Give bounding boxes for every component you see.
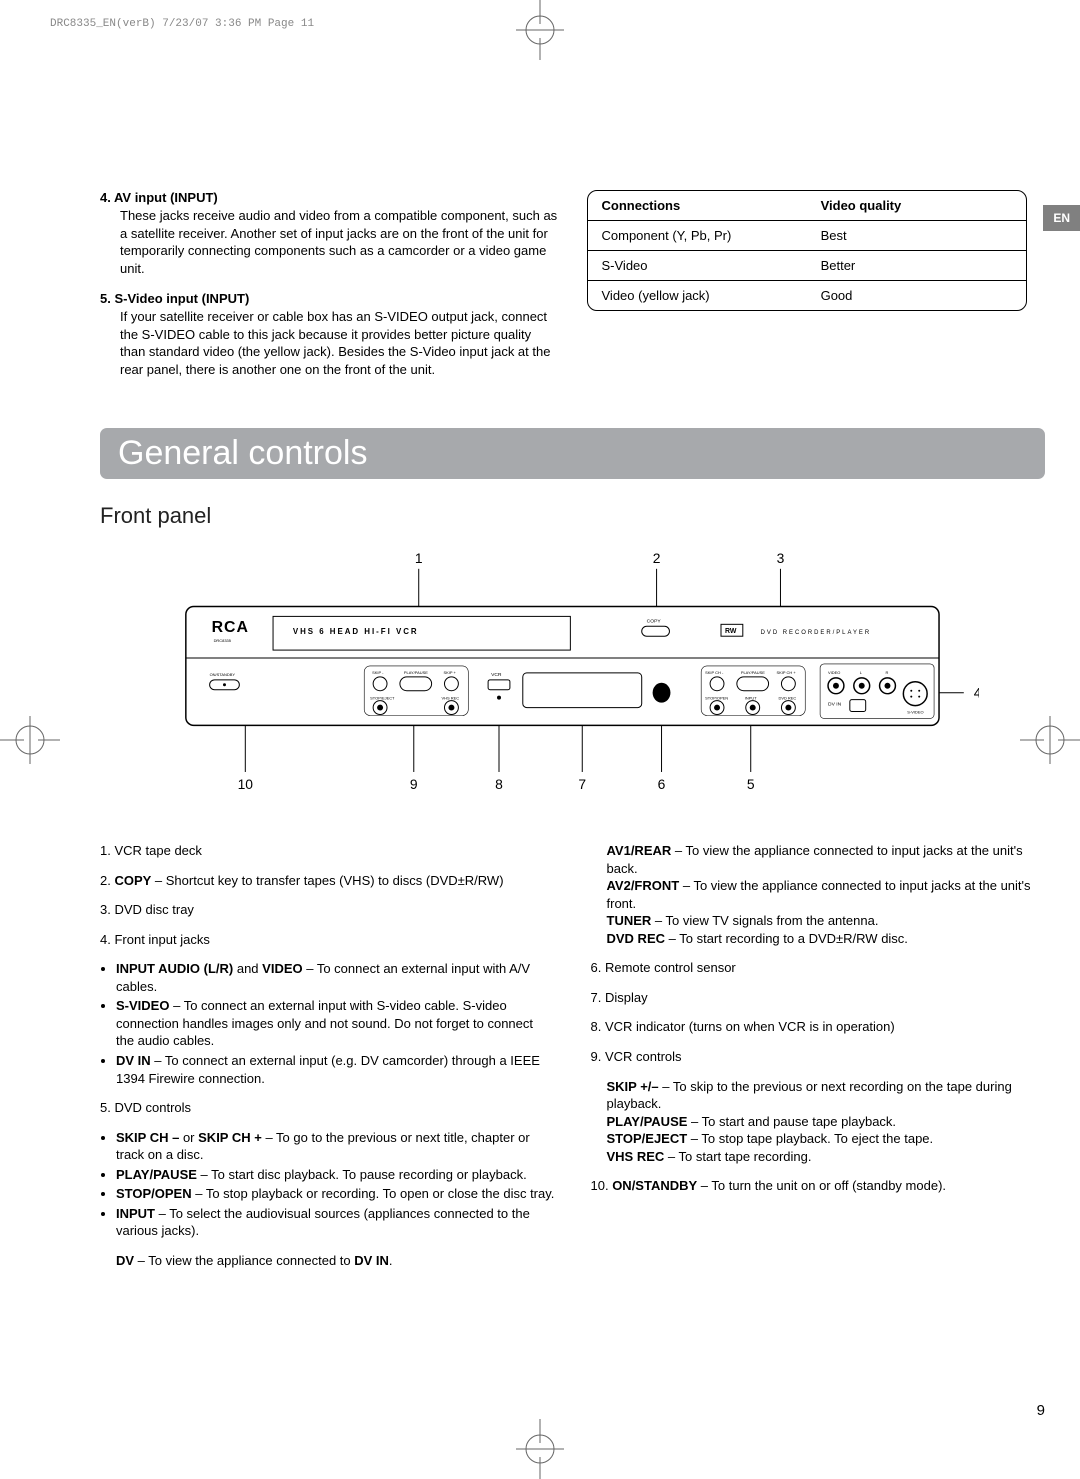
svg-text:3: 3 xyxy=(777,550,785,566)
crop-mark-left xyxy=(0,710,60,770)
header-slug: DRC8335_EN(verB) 7/23/07 3:36 PM Page 11 xyxy=(50,18,314,30)
svg-text:SKIP CH +: SKIP CH + xyxy=(777,670,797,675)
svg-text:ON/STANDBY: ON/STANDBY xyxy=(210,672,236,677)
section-title: General controls xyxy=(118,434,1027,473)
svg-text:SKIP -: SKIP - xyxy=(372,670,384,675)
list-item: 3. DVD disc tray xyxy=(100,901,555,919)
svg-text:PLAY/PAUSE: PLAY/PAUSE xyxy=(404,670,428,675)
bottom-right-col: AV1/REAR – To view the appliance connect… xyxy=(591,842,1046,1281)
svg-text:PLAY/PAUSE: PLAY/PAUSE xyxy=(741,670,765,675)
top-right-col: Connections Video quality Component (Y, … xyxy=(587,190,1046,392)
subhead: Front panel xyxy=(100,503,1045,529)
list-item: 1. VCR tape deck xyxy=(100,842,555,860)
list-item: DV IN – To connect an external input (e.… xyxy=(116,1052,555,1087)
front-panel-diagram: 1 2 3 RCA DRC8335 VHS 6 HEAD HI-FI VCR C… xyxy=(166,549,979,812)
svg-text:COPY: COPY xyxy=(647,619,662,625)
indent-block: AV1/REAR – To view the appliance connect… xyxy=(591,842,1046,947)
bullet-list: INPUT AUDIO (L/R) and VIDEO – To connect… xyxy=(100,960,555,1087)
svg-text:STOP/EJECT: STOP/EJECT xyxy=(370,696,395,701)
list-item: 7. Display xyxy=(591,989,1046,1007)
svg-text:VIDEO: VIDEO xyxy=(828,670,840,675)
item-5-title: 5. S-Video input (INPUT) xyxy=(100,291,559,306)
crop-mark-top xyxy=(510,0,570,60)
svg-text:SKIP CH -: SKIP CH - xyxy=(705,670,724,675)
list-item: 8. VCR indicator (turns on when VCR is i… xyxy=(591,1018,1046,1036)
list-item: INPUT – To select the audiovisual source… xyxy=(116,1205,555,1240)
table-row: S-Video Better xyxy=(588,251,1026,281)
table-header: Connections xyxy=(588,191,807,220)
top-columns: 4. AV input (INPUT) These jacks receive … xyxy=(100,190,1045,392)
svg-text:10: 10 xyxy=(238,776,254,792)
list-item: 5. DVD controls xyxy=(100,1099,555,1117)
svg-text:INPUT: INPUT xyxy=(745,696,757,701)
list-item: 2. COPY – Shortcut key to transfer tapes… xyxy=(100,872,555,890)
table-cell: Best xyxy=(807,221,1026,250)
indent-block: SKIP +/– – To skip to the previous or ne… xyxy=(591,1078,1046,1166)
item-4-title: 4. AV input (INPUT) xyxy=(100,190,559,205)
list-item: TUNER – To view TV signals from the ante… xyxy=(607,912,1046,930)
svg-text:DVD REC: DVD REC xyxy=(779,696,797,701)
crop-mark-bottom xyxy=(510,1419,570,1479)
list-item: STOP/OPEN – To stop playback or recordin… xyxy=(116,1185,555,1203)
list-item: AV2/FRONT – To view the appliance connec… xyxy=(607,877,1046,912)
svg-text:5: 5 xyxy=(747,776,755,792)
top-left-col: 4. AV input (INPUT) These jacks receive … xyxy=(100,190,559,392)
list-item: STOP/EJECT – To stop tape playback. To e… xyxy=(607,1130,1046,1148)
indent-block: DV – To view the appliance connected to … xyxy=(100,1252,555,1270)
list-item: S-VIDEO – To connect an external input w… xyxy=(116,997,555,1050)
page-number: 9 xyxy=(1037,1402,1045,1419)
table-cell: Component (Y, Pb, Pr) xyxy=(588,221,807,250)
list-item: DV – To view the appliance connected to … xyxy=(116,1252,555,1270)
connections-table: Connections Video quality Component (Y, … xyxy=(587,190,1027,311)
svg-text:DRC8335: DRC8335 xyxy=(214,639,232,644)
bottom-left-col: 1. VCR tape deck 2. COPY – Shortcut key t… xyxy=(100,842,555,1281)
list-item: 4. Front input jacks xyxy=(100,931,555,949)
bullet-list: SKIP CH – or SKIP CH + – To go to the pr… xyxy=(100,1129,555,1240)
svg-text:SKIP +: SKIP + xyxy=(444,670,457,675)
item-4-body: These jacks receive audio and video from… xyxy=(100,207,559,277)
svg-text:DVD RECORDER/PLAYER: DVD RECORDER/PLAYER xyxy=(761,631,871,637)
svg-text:4: 4 xyxy=(974,685,979,701)
table-header: Video quality xyxy=(807,191,1026,220)
svg-text:7: 7 xyxy=(579,776,587,792)
bottom-columns: 1. VCR tape deck 2. COPY – Shortcut key t… xyxy=(100,842,1045,1281)
table-cell: S-Video xyxy=(588,251,807,280)
table-cell: Good xyxy=(807,281,1026,310)
list-item: 6. Remote control sensor xyxy=(591,959,1046,977)
svg-text:RCA: RCA xyxy=(212,620,249,637)
language-tab: EN xyxy=(1043,205,1080,231)
table-row: Connections Video quality xyxy=(588,191,1026,221)
table-row: Component (Y, Pb, Pr) Best xyxy=(588,221,1026,251)
svg-text:1: 1 xyxy=(415,550,423,566)
list-item: 10. ON/STANDBY – To turn the unit on or … xyxy=(591,1177,1046,1195)
svg-text:STOP/OPEN: STOP/OPEN xyxy=(705,696,728,701)
svg-text:9: 9 xyxy=(410,776,418,792)
item-5-body: If your satellite receiver or cable box … xyxy=(100,308,559,378)
list-item: SKIP CH – or SKIP CH + – To go to the pr… xyxy=(116,1129,555,1164)
svg-text:8: 8 xyxy=(495,776,503,792)
svg-text:R: R xyxy=(886,670,889,675)
list-item: AV1/REAR – To view the appliance connect… xyxy=(607,842,1046,877)
list-item: PLAY/PAUSE – To start disc playback. To … xyxy=(116,1166,555,1184)
list-item: SKIP +/– – To skip to the previous or ne… xyxy=(607,1078,1046,1113)
section-banner: General controls xyxy=(100,428,1045,479)
svg-text:2: 2 xyxy=(653,550,661,566)
list-item: INPUT AUDIO (L/R) and VIDEO – To connect… xyxy=(116,960,555,995)
svg-text:S-VIDEO: S-VIDEO xyxy=(907,710,923,715)
table-cell: Video (yellow jack) xyxy=(588,281,807,310)
svg-text:VHS REC: VHS REC xyxy=(442,696,460,701)
list-item: DVD REC – To start recording to a DVD±R/… xyxy=(607,930,1046,948)
svg-text:VCR: VCR xyxy=(491,672,502,678)
table-row: Video (yellow jack) Good xyxy=(588,281,1026,310)
svg-text:VHS 6 HEAD HI-FI VCR: VHS 6 HEAD HI-FI VCR xyxy=(293,628,419,637)
svg-text:6: 6 xyxy=(658,776,666,792)
table-cell: Better xyxy=(807,251,1026,280)
svg-text:RW: RW xyxy=(725,629,737,636)
list-item: VHS REC – To start tape recording. xyxy=(607,1148,1046,1166)
list-item: 9. VCR controls xyxy=(591,1048,1046,1066)
list-item: PLAY/PAUSE – To start and pause tape pla… xyxy=(607,1113,1046,1131)
svg-text:DV IN: DV IN xyxy=(828,702,842,708)
